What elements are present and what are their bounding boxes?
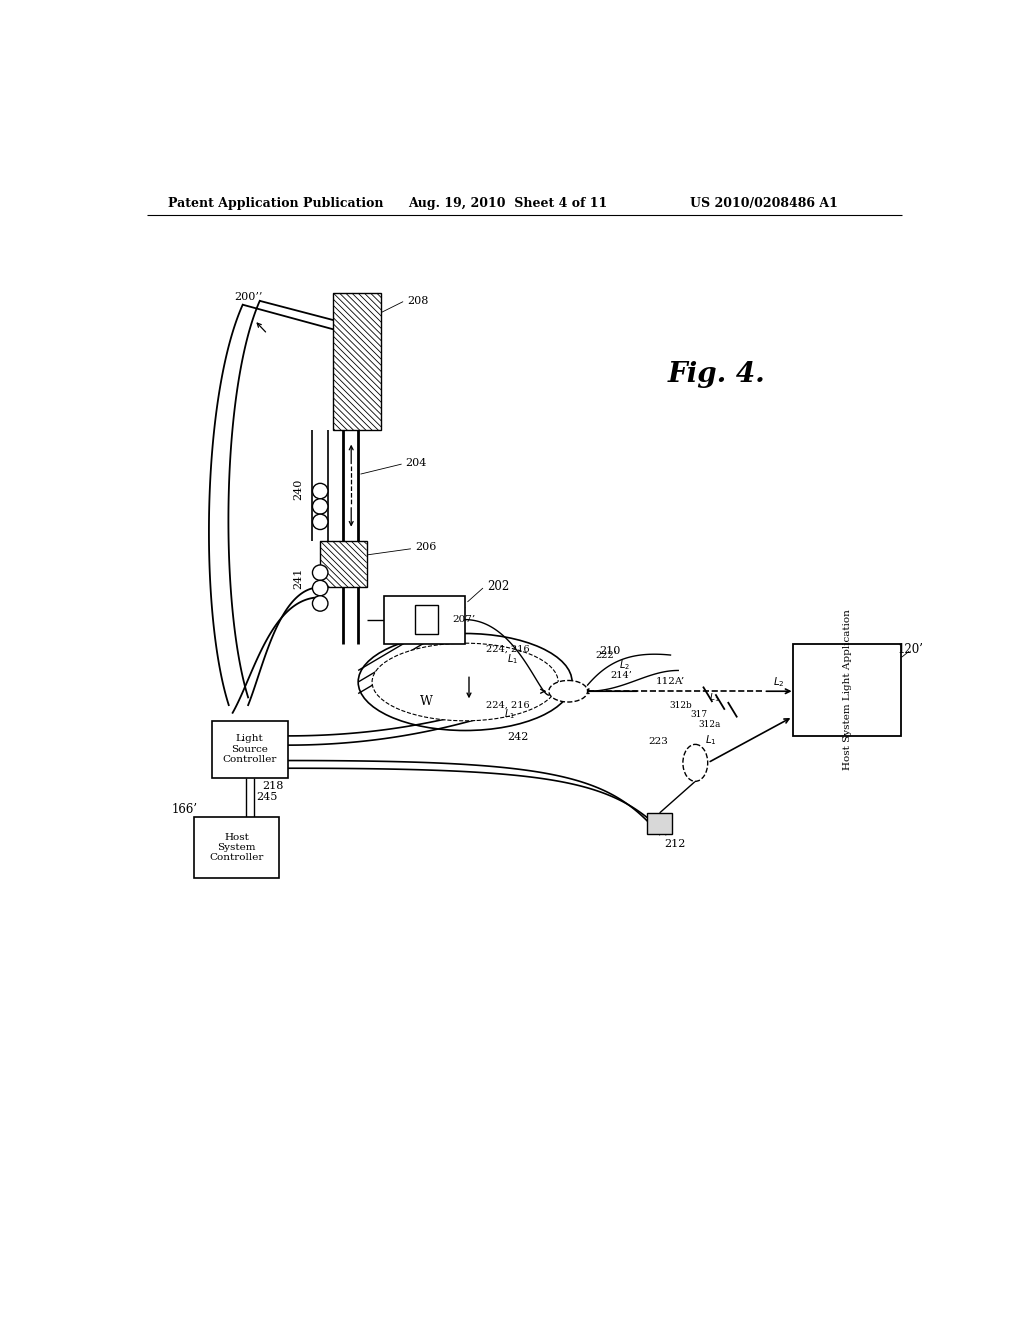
- Text: 207’: 207’: [452, 615, 475, 624]
- Text: Host System Light Application: Host System Light Application: [843, 610, 852, 770]
- Text: $L_1$: $L_1$: [507, 652, 518, 665]
- Text: 166’: 166’: [171, 803, 198, 816]
- Bar: [647, 813, 672, 834]
- Bar: [415, 605, 438, 635]
- Text: 224, 216: 224, 216: [486, 645, 529, 655]
- Circle shape: [312, 595, 328, 611]
- Text: 202: 202: [486, 579, 509, 593]
- Text: $L_2$: $L_2$: [618, 659, 630, 672]
- Text: 240: 240: [294, 479, 303, 500]
- Text: 206: 206: [415, 543, 436, 552]
- Text: 208: 208: [407, 296, 428, 306]
- Text: 242: 242: [508, 733, 529, 742]
- Ellipse shape: [549, 681, 588, 702]
- Circle shape: [312, 581, 328, 595]
- Text: Light
Source
Controller: Light Source Controller: [222, 734, 276, 764]
- Bar: [793, 644, 901, 737]
- Text: 317: 317: [690, 710, 708, 719]
- Text: Host
System
Controller: Host System Controller: [209, 833, 264, 862]
- Text: 222’: 222’: [595, 651, 617, 660]
- Text: $L_1$: $L_1$: [705, 733, 717, 747]
- Text: Fig. 4.: Fig. 4.: [668, 360, 766, 388]
- Text: 212: 212: [665, 838, 686, 849]
- Circle shape: [312, 513, 328, 529]
- Text: US 2010/0208486 A1: US 2010/0208486 A1: [689, 197, 838, 210]
- Text: 210: 210: [599, 647, 621, 656]
- Text: Aug. 19, 2010  Sheet 4 of 11: Aug. 19, 2010 Sheet 4 of 11: [409, 197, 607, 210]
- Bar: [321, 541, 367, 587]
- Text: 241: 241: [294, 568, 303, 589]
- Bar: [384, 595, 465, 644]
- Circle shape: [312, 499, 328, 515]
- Bar: [212, 721, 288, 779]
- Text: 312b: 312b: [670, 701, 692, 710]
- Bar: [194, 817, 280, 878]
- Ellipse shape: [358, 634, 572, 730]
- Text: 120’: 120’: [898, 643, 924, 656]
- Text: 112A’: 112A’: [656, 677, 685, 686]
- Ellipse shape: [372, 643, 558, 721]
- Text: 312a: 312a: [698, 719, 721, 729]
- Text: 224, 216: 224, 216: [486, 701, 529, 710]
- Text: $L_1$: $L_1$: [709, 692, 719, 704]
- Text: 245: 245: [256, 792, 278, 803]
- Circle shape: [312, 483, 328, 499]
- Text: 200’’: 200’’: [233, 292, 262, 302]
- Ellipse shape: [683, 744, 708, 781]
- Text: 204: 204: [406, 458, 427, 467]
- Bar: [334, 293, 381, 430]
- Text: $L_2$: $L_2$: [773, 675, 784, 689]
- Text: 223: 223: [648, 737, 669, 746]
- Text: 218: 218: [262, 781, 284, 791]
- Text: Patent Application Publication: Patent Application Publication: [168, 197, 383, 210]
- Text: W: W: [420, 694, 433, 708]
- Text: $L_1$: $L_1$: [504, 708, 515, 721]
- Circle shape: [312, 565, 328, 581]
- Text: 214’: 214’: [610, 672, 633, 680]
